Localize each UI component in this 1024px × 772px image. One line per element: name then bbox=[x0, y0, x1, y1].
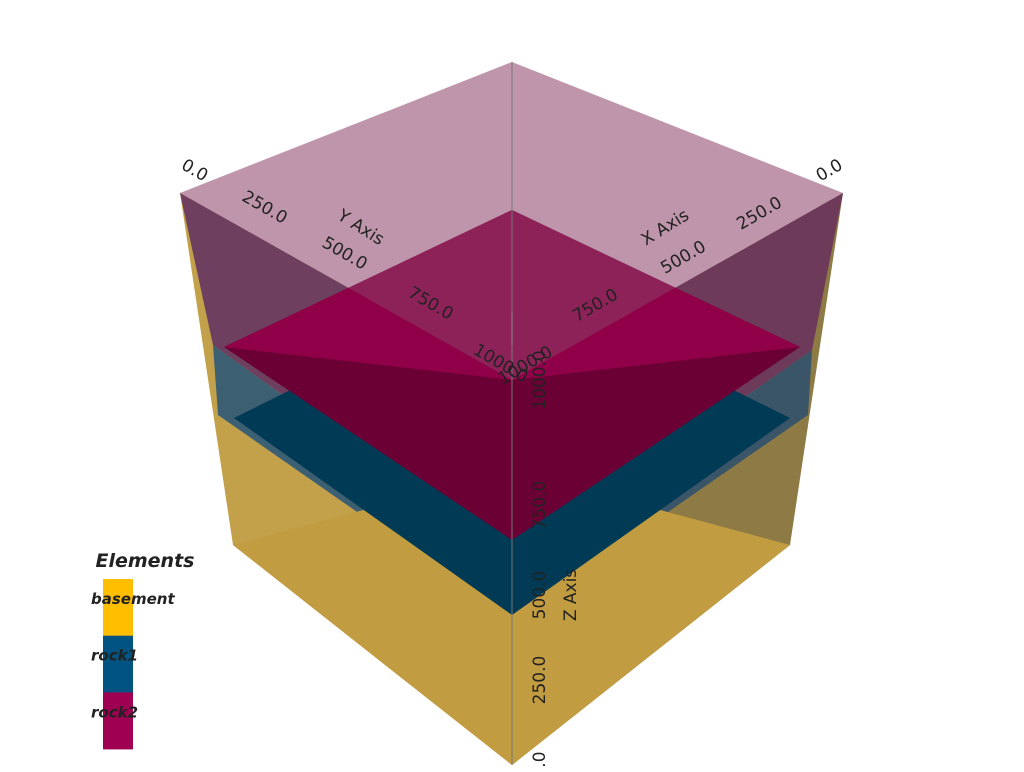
z-axis-title: Z Axis bbox=[561, 569, 581, 621]
z-tick-label: 250.0 bbox=[530, 656, 550, 705]
z-tick-label: 0.0 bbox=[530, 751, 550, 768]
legend-title: Elements bbox=[96, 550, 195, 572]
x-tick-label: 0.0 bbox=[813, 155, 846, 186]
legend-label: rock1 bbox=[91, 647, 138, 665]
z-tick-label: 500.0 bbox=[530, 571, 550, 620]
y-tick-label: 0.0 bbox=[178, 155, 211, 186]
legend: Elements basement rock1 rock2 bbox=[91, 550, 195, 750]
legend-swatch bbox=[103, 692, 133, 750]
z-tick-label: 1000.0 bbox=[530, 350, 550, 409]
legend-swatch bbox=[103, 635, 133, 693]
legend-label: basement bbox=[91, 590, 175, 608]
legend-label: rock2 bbox=[91, 703, 138, 721]
z-tick-label: 750.0 bbox=[530, 481, 550, 530]
legend-swatch bbox=[103, 579, 133, 636]
model bbox=[180, 62, 843, 765]
